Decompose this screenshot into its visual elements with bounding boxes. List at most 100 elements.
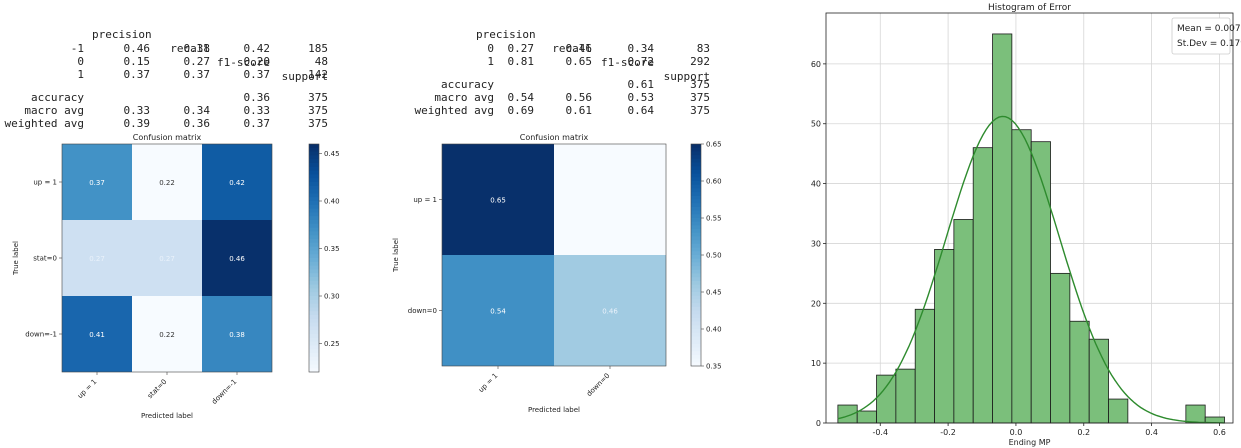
report-cell-support: 83: [696, 42, 710, 55]
histogram-bar: [1185, 404, 1206, 424]
colorbar-segment: [309, 151, 319, 156]
colorbar-segment: [309, 311, 319, 316]
colorbar-segment: [309, 223, 319, 229]
colorbar-segment: [691, 247, 701, 252]
report-cell-precision: 0.39: [123, 117, 151, 130]
histogram-bar: [1069, 320, 1090, 424]
colorbar-segment: [691, 258, 701, 263]
colorbar-segment: [309, 246, 319, 251]
matrix-cell: [554, 255, 666, 366]
report-header-row: precision recall f1-score support: [0, 14, 340, 83]
colorbar-segment: [309, 296, 319, 301]
colorbar-segment: [691, 329, 701, 334]
y-tick-label: 20: [811, 299, 821, 308]
colorbar-segment: [309, 204, 319, 210]
report-cell-support: 375: [308, 104, 328, 117]
colorbar-tick-label: 0.30: [324, 293, 340, 301]
colorbar-segment: [691, 169, 701, 175]
kde-curve: [837, 115, 1225, 424]
x-tick-label: 0.0: [1010, 428, 1023, 437]
report-cell-f1: 0.42: [243, 42, 271, 55]
colorbar-tick-label: 0.50: [706, 252, 722, 260]
matrix-cell-value: 0.54: [490, 308, 506, 316]
report-cell-recall: 0.34: [183, 104, 211, 117]
report-cell-recall: 0.46: [565, 42, 593, 55]
colorbar-segment: [691, 358, 701, 363]
report-cell-f1: 0.20: [243, 55, 271, 68]
x-tick-label: up = 1: [76, 378, 98, 400]
y-tick-label: stat=0: [33, 255, 57, 263]
panel-report-3class: precision recall f1-score support -1 0.46…: [0, 0, 400, 448]
report-row: weighted avg 0.69 0.61 0.64 375: [390, 104, 730, 118]
colorbar-segment: [691, 317, 701, 323]
colorbar-segment: [691, 321, 701, 326]
colorbar-segment: [691, 306, 701, 312]
histogram-bar: [1050, 272, 1071, 424]
colorbar-segment: [691, 273, 701, 278]
colorbar-segment: [309, 155, 319, 160]
colorbar-segment: [691, 203, 701, 208]
report-cell-recall: 0.65: [565, 55, 593, 68]
colorbar-segment: [309, 307, 319, 312]
colorbar-segment: [691, 229, 701, 234]
colorbar-segment: [691, 195, 701, 201]
matrix-cell: [442, 255, 554, 366]
colorbar-segment: [691, 303, 701, 308]
report-cell-f1: 0.72: [627, 55, 655, 68]
y-tick-label: 0: [816, 419, 821, 428]
colorbar-segment: [691, 206, 701, 212]
matrix-cell-value: 0.46: [602, 308, 618, 316]
colorbar-segment: [309, 201, 319, 206]
colorbar-segment: [691, 177, 701, 182]
report-cell-support: 48: [314, 55, 328, 68]
colorbar-tick-label: 0.60: [706, 178, 722, 186]
colorbar-segment: [691, 299, 701, 304]
report-row-label: weighted avg: [414, 104, 494, 117]
report-row-label: macro avg: [24, 104, 84, 117]
y-tick-label: 10: [811, 359, 821, 368]
report-row-label: accuracy: [31, 91, 84, 104]
report-cell-support: 375: [308, 117, 328, 130]
x-tick-label: 0.2: [1077, 428, 1090, 437]
colorbar-tick-label: 0.25: [324, 340, 340, 348]
header-recall: recall: [552, 42, 592, 55]
report-cell-precision: 0.27: [507, 42, 535, 55]
report-cell-precision: 0.37: [123, 68, 151, 81]
colorbar-segment: [691, 232, 701, 238]
colorbar-segment: [309, 345, 319, 350]
matrix-cell: [62, 220, 132, 296]
colorbar-segment: [691, 251, 701, 256]
colorbar-tick-label: 0.45: [706, 289, 722, 297]
report-row-label: -1: [70, 42, 84, 55]
x-tick-label: -0.2: [940, 428, 956, 437]
confusion-matrix-3class: Confusion matrix 0.37 0.22 0.42 0.27 0.27 0.46…: [12, 133, 340, 420]
report-row: macro avg 0.33 0.34 0.33 375: [0, 104, 340, 118]
colorbar-segment: [691, 284, 701, 289]
colorbar-segment: [309, 360, 319, 365]
colorbar-segment: [309, 258, 319, 263]
matrix-cell-value: 0.38: [229, 331, 245, 339]
report-row-label: 1: [77, 68, 84, 81]
header-recall: recall: [170, 42, 210, 55]
histogram-bar: [876, 374, 897, 424]
colorbar-segment: [691, 158, 701, 164]
colorbar-segment: [309, 337, 319, 343]
colorbar-segment: [691, 262, 701, 267]
matrix-cell-value: 0.22: [159, 331, 175, 339]
report-cell-f1: 0.33: [243, 104, 271, 117]
report-row: weighted avg 0.39 0.36 0.37 375: [0, 117, 340, 131]
colorbar-tick-label: 0.55: [706, 215, 722, 223]
report-cell-f1: 0.53: [627, 91, 655, 104]
report-row: 1 0.81 0.65 0.72 292: [390, 55, 730, 69]
x-axis-label: Predicted label: [141, 412, 193, 420]
colorbar-tick-label: 0.40: [324, 198, 340, 206]
report-row-label: 0: [77, 55, 84, 68]
x-tick-label: 0.6: [1213, 428, 1226, 437]
matrix-cell-value: 0.41: [89, 331, 105, 339]
report-row: 1 0.37 0.37 0.37 142: [0, 68, 340, 82]
colorbar-segment: [309, 349, 319, 354]
report-cell-recall: 0.36: [183, 117, 211, 130]
colorbar-segment: [309, 178, 319, 183]
colorbar-segment: [309, 189, 319, 194]
report-cell-precision: 0.81: [507, 55, 535, 68]
